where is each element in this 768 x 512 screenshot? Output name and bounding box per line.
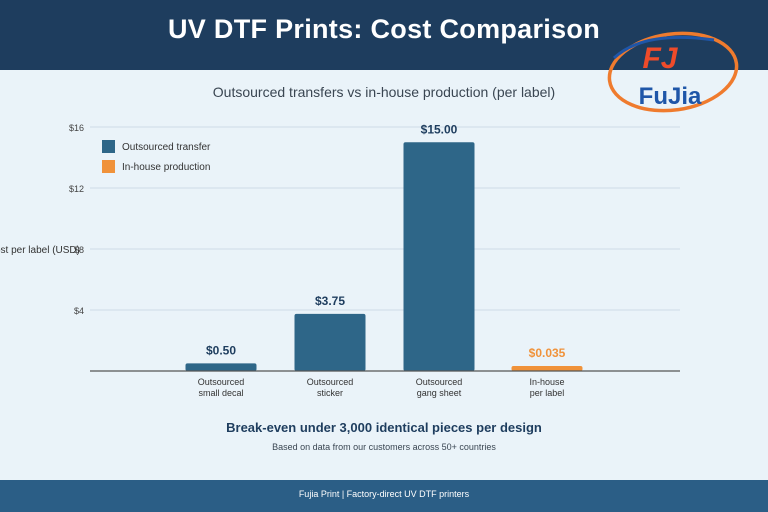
break-even-headline: Break-even under 3,000 identical pieces … [226, 420, 542, 435]
legend-swatch [102, 140, 115, 153]
logo-ring [607, 31, 739, 113]
bar [185, 363, 257, 371]
logo-text: FuJia [639, 83, 702, 110]
y-axis-label: Cost per label (USD) [0, 245, 80, 256]
bar [403, 142, 475, 371]
bar-value-label: $0.035 [529, 346, 566, 360]
bar-chart: $0.50 $3.75 $15.00 $0.035 $4 $8 $12 $16 Cost pe… [0, 122, 680, 398]
legend-label: Outsourced transfer [122, 142, 211, 153]
x-category-label: per label [530, 388, 565, 398]
chart-subtitle: Outsourced transfers vs in-house product… [212, 84, 556, 100]
bar [294, 313, 366, 371]
footer-text: Fujia Print | Factory-direct UV DTF prin… [298, 489, 470, 499]
logo-mark: FJ [642, 42, 678, 75]
header-bar: UV DTF Prints: Cost Comparison [0, 0, 768, 70]
x-category-label: sticker [317, 388, 343, 398]
x-category-label: In-house [529, 377, 564, 387]
fujia-logo: FJ FuJia [607, 31, 739, 113]
x-category-label: Outsourced [416, 377, 463, 387]
x-category-label: Outsourced [198, 377, 245, 387]
page-title: UV DTF Prints: Cost Comparison [167, 14, 601, 44]
x-category-label: gang sheet [417, 388, 462, 398]
legend-swatch [102, 160, 115, 173]
x-category-label: small decal [198, 388, 243, 398]
footer-bar: Fujia Print | Factory-direct UV DTF prin… [0, 480, 768, 512]
bar [511, 366, 583, 371]
bar-value-label: $15.00 [421, 122, 458, 136]
y-tick-label: $16 [69, 123, 84, 133]
legend-label: In-house production [122, 162, 210, 173]
bar-value-label: $3.75 [315, 294, 345, 308]
data-source-note: Based on data from our customers across … [272, 442, 496, 452]
y-tick-label: $8 [74, 245, 84, 255]
x-category-label: Outsourced [307, 377, 354, 387]
bar-value-label: $0.50 [206, 343, 236, 357]
y-tick-label: $4 [74, 306, 84, 316]
y-tick-label: $12 [69, 184, 84, 194]
logo-swoosh [612, 35, 715, 60]
